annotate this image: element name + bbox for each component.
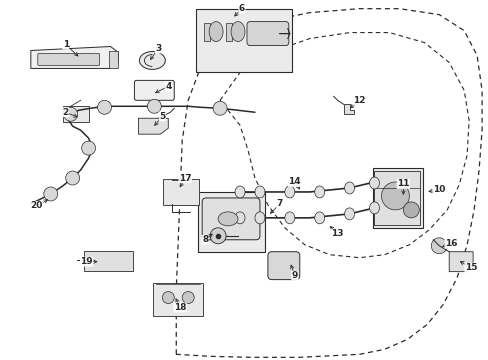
Circle shape	[147, 99, 161, 113]
Text: 1: 1	[62, 40, 69, 49]
FancyBboxPatch shape	[267, 252, 299, 280]
Polygon shape	[448, 252, 472, 272]
FancyBboxPatch shape	[202, 198, 260, 240]
Ellipse shape	[235, 186, 244, 198]
Circle shape	[81, 141, 95, 155]
Polygon shape	[138, 118, 168, 134]
Circle shape	[403, 202, 419, 218]
Circle shape	[381, 182, 408, 210]
Text: 9: 9	[291, 271, 297, 280]
FancyBboxPatch shape	[134, 80, 174, 100]
Circle shape	[430, 238, 447, 254]
Ellipse shape	[344, 182, 354, 194]
Ellipse shape	[344, 208, 354, 220]
Circle shape	[65, 171, 80, 185]
Text: 20: 20	[31, 201, 43, 210]
Ellipse shape	[369, 177, 379, 189]
Polygon shape	[62, 106, 88, 122]
Circle shape	[162, 292, 174, 303]
Bar	[198, 192, 264, 252]
Ellipse shape	[285, 212, 294, 224]
Text: 4: 4	[165, 82, 171, 91]
Text: 12: 12	[353, 96, 365, 105]
FancyBboxPatch shape	[153, 283, 203, 316]
Polygon shape	[203, 23, 210, 41]
FancyBboxPatch shape	[246, 22, 288, 45]
Polygon shape	[108, 50, 118, 68]
Text: 8: 8	[202, 235, 208, 244]
Ellipse shape	[209, 22, 223, 41]
Polygon shape	[31, 46, 118, 68]
Ellipse shape	[369, 202, 379, 214]
Text: 5: 5	[159, 112, 165, 121]
Ellipse shape	[218, 212, 238, 226]
FancyBboxPatch shape	[163, 179, 199, 205]
Circle shape	[182, 292, 194, 303]
Text: 11: 11	[396, 180, 409, 189]
Ellipse shape	[314, 212, 324, 224]
Circle shape	[213, 101, 226, 115]
FancyBboxPatch shape	[38, 54, 100, 66]
Ellipse shape	[314, 186, 324, 198]
Ellipse shape	[254, 212, 264, 224]
Text: 19: 19	[80, 257, 93, 266]
Text: 6: 6	[239, 4, 244, 13]
Ellipse shape	[139, 51, 165, 69]
Ellipse shape	[285, 186, 294, 198]
Bar	[372, 168, 423, 228]
Circle shape	[44, 187, 58, 201]
Text: 15: 15	[464, 263, 476, 272]
FancyBboxPatch shape	[374, 171, 420, 225]
Bar	[196, 9, 291, 72]
Text: 7: 7	[276, 199, 283, 208]
Polygon shape	[225, 23, 232, 41]
Text: 2: 2	[62, 108, 69, 117]
Circle shape	[210, 228, 225, 244]
Circle shape	[63, 107, 78, 121]
Polygon shape	[343, 104, 353, 114]
Text: 18: 18	[174, 303, 186, 312]
Ellipse shape	[254, 186, 264, 198]
FancyBboxPatch shape	[83, 251, 133, 271]
Text: 17: 17	[179, 174, 191, 183]
Text: 3: 3	[155, 44, 161, 53]
Text: 16: 16	[444, 239, 456, 248]
Circle shape	[98, 100, 111, 114]
Ellipse shape	[230, 22, 244, 41]
Text: 14: 14	[288, 177, 301, 186]
Text: 10: 10	[432, 185, 445, 194]
Ellipse shape	[235, 212, 244, 224]
Text: 13: 13	[331, 229, 343, 238]
